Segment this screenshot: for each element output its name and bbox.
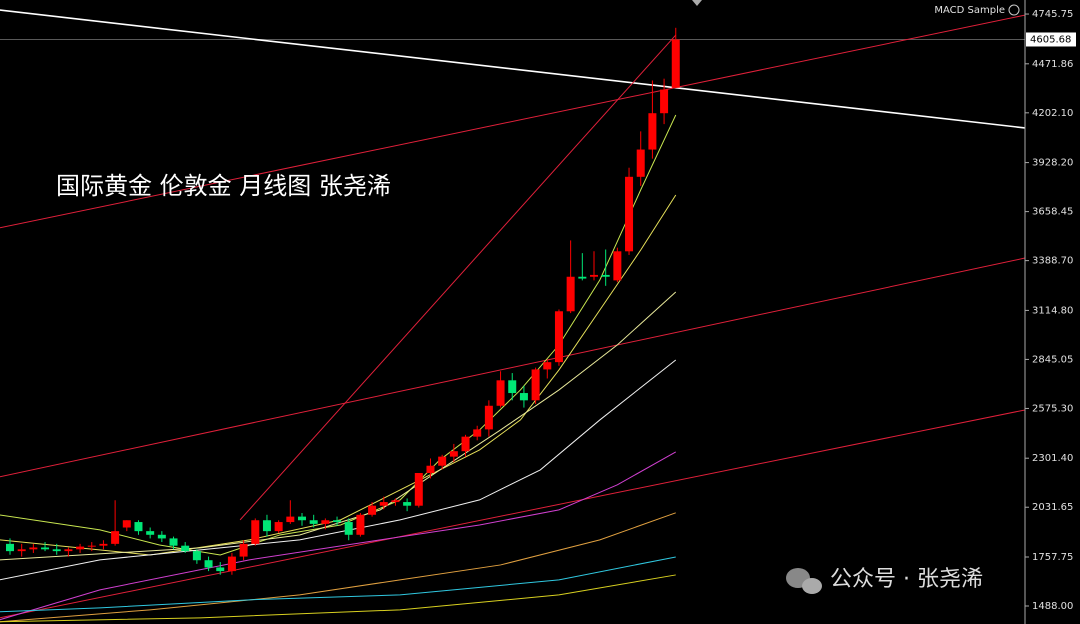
candle-body — [262, 520, 271, 532]
candle-body — [496, 380, 505, 406]
candle-body — [251, 520, 260, 544]
candle-body — [181, 545, 190, 552]
y-tick-label: 1488.00 — [1032, 601, 1073, 612]
candle-body — [473, 429, 482, 437]
candle-body — [227, 556, 236, 572]
candle-body — [414, 472, 423, 506]
candle-body — [554, 311, 563, 363]
candle-body — [146, 531, 155, 535]
candle-body — [438, 456, 447, 466]
candle-body — [368, 505, 377, 515]
candle-body — [286, 516, 295, 523]
candle-body — [239, 543, 248, 557]
y-tick-label: 3114.80 — [1032, 305, 1073, 316]
candle-body — [578, 276, 587, 279]
candle-body — [134, 522, 143, 532]
moving-average — [0, 359, 677, 581]
y-tick-label: 3928.20 — [1032, 158, 1073, 169]
candle-body — [660, 89, 669, 114]
candle-body — [531, 369, 540, 401]
candle-body — [309, 520, 318, 524]
chart-title: 国际黄金 伦敦金 月线图 张尧浠 — [56, 172, 391, 200]
trend-line — [0, 9, 1025, 129]
moving-average — [0, 194, 677, 556]
candle-body — [274, 522, 283, 532]
trend-line — [239, 34, 677, 521]
candle-body — [41, 547, 50, 550]
candle-body — [64, 549, 73, 552]
candle-body — [625, 176, 634, 252]
candle-body — [648, 113, 657, 150]
indicator-label: MACD Sample — [934, 5, 1005, 16]
candle-body — [17, 549, 26, 552]
candle-body — [52, 549, 61, 552]
y-tick-label: 4202.10 — [1032, 108, 1073, 119]
shift-marker — [692, 0, 702, 6]
candle-body — [519, 393, 528, 401]
candle-body — [169, 538, 178, 546]
candle-body — [204, 560, 213, 568]
candle-body — [449, 451, 458, 457]
moving-average — [0, 451, 677, 621]
candle-body — [426, 465, 435, 473]
candle-body — [461, 436, 470, 452]
candle-body — [122, 520, 131, 528]
y-tick-label: 3388.70 — [1032, 256, 1073, 267]
y-tick-label: 4745.75 — [1032, 9, 1073, 20]
candle-body — [111, 531, 120, 544]
y-tick-label: 3658.45 — [1032, 207, 1073, 218]
candle-body — [99, 543, 108, 546]
trend-line — [0, 257, 1025, 478]
candle-body — [391, 500, 400, 503]
candle-body — [543, 362, 552, 370]
candle-body — [613, 251, 622, 281]
y-tick-label: 2575.30 — [1032, 403, 1073, 414]
candle-body — [344, 522, 353, 535]
candle-body — [484, 405, 493, 430]
candle-body — [76, 546, 85, 550]
y-tick-label: 2845.05 — [1032, 354, 1073, 365]
watermark-icon — [786, 568, 822, 594]
candle-body — [601, 274, 610, 277]
candle-body — [321, 520, 330, 524]
y-tick-label: 2301.40 — [1032, 453, 1073, 464]
current-price-label: 4605.68 — [1030, 34, 1071, 45]
candle-body — [192, 551, 201, 561]
y-tick-label: 2031.65 — [1032, 502, 1073, 513]
plot-area — [0, 9, 1025, 623]
y-tick-label: 1757.75 — [1032, 552, 1073, 563]
watermark: 公众号 · 张尧浠 — [830, 567, 983, 592]
moving-average — [0, 574, 676, 623]
candle-body — [87, 545, 96, 547]
candle-body — [356, 514, 365, 535]
candle-body — [298, 516, 306, 521]
indicator-icon — [1008, 4, 1020, 16]
candle-body — [566, 276, 575, 312]
candle-body — [379, 502, 388, 506]
trend-line — [0, 409, 1025, 619]
candle-body — [157, 534, 166, 539]
moving-average — [0, 291, 677, 561]
candle-body — [216, 567, 225, 572]
trend-line — [0, 14, 1025, 229]
y-tick-label: 4471.86 — [1032, 59, 1073, 70]
candle-body — [403, 502, 412, 506]
candle-body — [333, 520, 342, 523]
candle-body — [508, 380, 517, 394]
moving-average — [0, 556, 676, 613]
candle-body — [590, 274, 598, 277]
current-price-box — [1026, 32, 1076, 47]
candle-body — [636, 149, 645, 177]
candle-body — [671, 39, 680, 88]
moving-average — [0, 512, 676, 623]
candle-body — [29, 547, 38, 550]
candle-body — [6, 543, 14, 552]
